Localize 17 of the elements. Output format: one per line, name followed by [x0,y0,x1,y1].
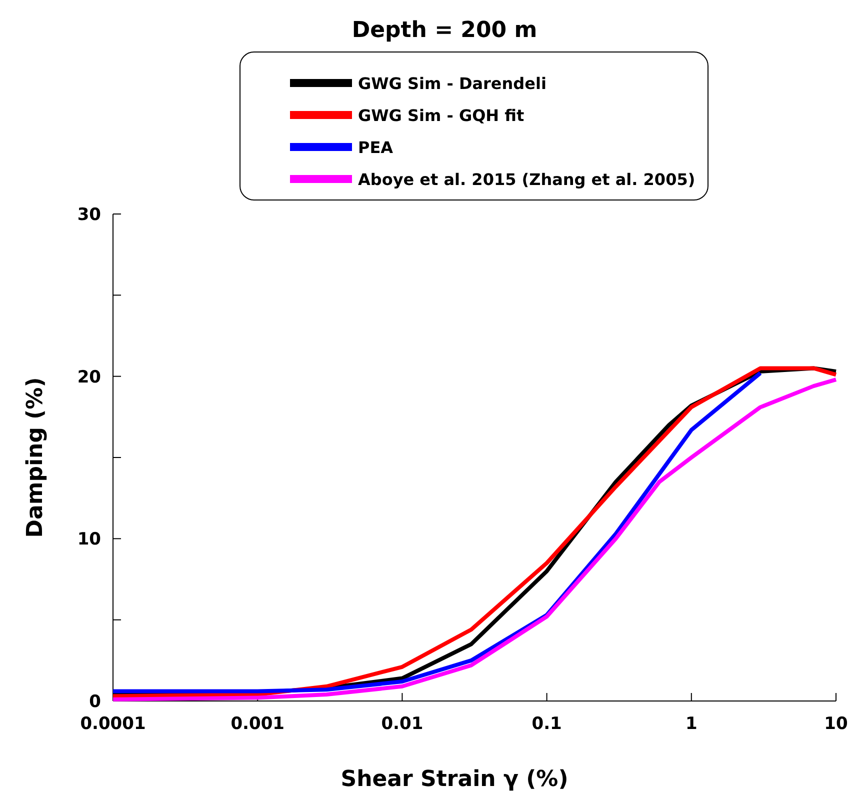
y-axis-title: Damping (%) [23,377,48,538]
y-tick-label: 10 [77,530,102,550]
legend-label: PEA [358,138,394,157]
legend-label: GWG Sim - GQH fit [358,106,524,125]
chart-title: Depth = 200 m [352,18,538,43]
legend-label: GWG Sim - Darendeli [358,74,546,93]
x-tick-label: 10 [824,714,848,734]
y-tick-label: 30 [77,205,102,225]
legend-label: Aboye et al. 2015 (Zhang et al. 2005) [358,170,696,189]
x-tick-label: 0.1 [532,714,562,734]
x-tick-label: 0.001 [230,714,284,734]
x-tick-label: 1 [685,714,698,734]
x-tick-label: 0.01 [381,714,424,734]
x-axis-title: Shear Strain γ (%) [340,767,568,792]
y-tick-label: 0 [89,692,102,712]
y-tick-label: 20 [77,367,102,388]
x-tick-label: 0.0001 [80,714,146,734]
